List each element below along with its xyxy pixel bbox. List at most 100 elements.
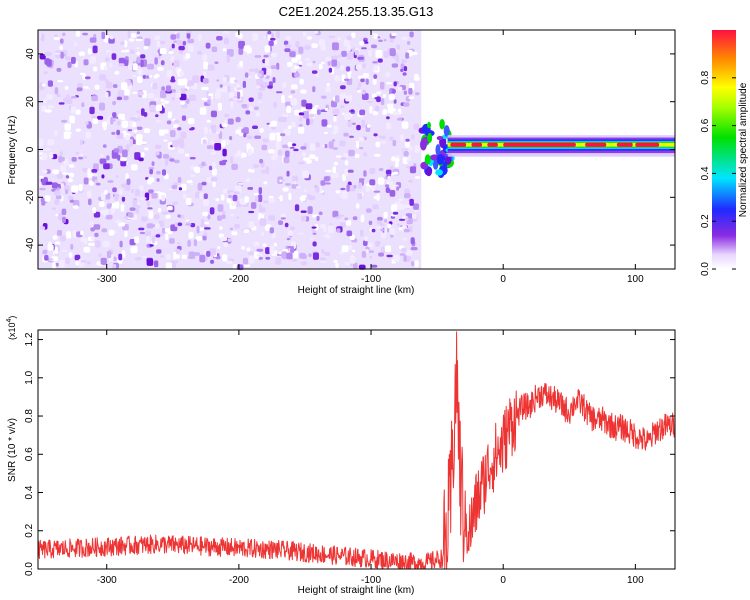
noise-speck <box>42 83 46 87</box>
noise-speck <box>41 202 46 206</box>
noise-speck <box>340 64 345 71</box>
noise-speck <box>414 73 419 80</box>
noise-speck <box>177 214 181 218</box>
x-tick-label: -100 <box>361 274 381 285</box>
noise-speck <box>309 143 316 151</box>
noise-speck <box>283 128 291 136</box>
noise-speck <box>371 228 376 233</box>
noise-speck <box>332 42 339 51</box>
noise-speck <box>343 132 349 137</box>
noise-speck <box>155 151 160 156</box>
noise-speck <box>201 181 207 186</box>
noise-speck <box>71 56 76 64</box>
noise-speck <box>216 79 220 82</box>
noise-speck <box>224 113 230 118</box>
noise-speck <box>208 93 214 97</box>
noise-speck <box>268 40 274 47</box>
noise-speck <box>143 112 148 117</box>
noise-speck <box>316 215 320 221</box>
noise-speck <box>344 168 348 177</box>
noise-speck <box>76 87 83 92</box>
noise-speck <box>269 227 274 234</box>
noise-speck <box>127 30 131 38</box>
noise-speck <box>409 31 414 38</box>
noise-speck <box>163 139 168 142</box>
noise-speck <box>130 164 138 171</box>
noise-speck <box>272 149 280 157</box>
noise-speck <box>373 33 378 40</box>
noise-speck <box>146 223 154 229</box>
noise-speck <box>39 139 43 148</box>
noise-speck <box>44 148 51 151</box>
noise-speck <box>65 257 70 264</box>
noise-speck <box>82 86 89 89</box>
noise-speck <box>361 251 367 258</box>
noise-speck <box>112 84 118 88</box>
noise-speck <box>215 91 221 99</box>
colorbar-tick-label: 0.6 <box>700 118 711 132</box>
noise-speck <box>89 37 97 43</box>
noise-speck <box>231 202 237 206</box>
noise-speck <box>134 152 141 160</box>
noise-speck <box>118 113 125 120</box>
noise-speck <box>130 188 135 194</box>
noise-speck <box>320 61 325 65</box>
noise-speck <box>88 180 94 186</box>
noise-speck <box>155 119 161 123</box>
noise-speck <box>245 110 251 115</box>
noise-speck <box>154 260 159 268</box>
noise-speck <box>233 79 238 83</box>
noise-speck <box>132 91 138 94</box>
noise-speck <box>259 158 263 164</box>
noise-speck <box>380 233 387 239</box>
noise-speck <box>181 115 187 121</box>
noise-speck <box>187 44 194 52</box>
noise-speck <box>366 77 372 80</box>
noise-speck <box>39 54 46 60</box>
noise-speck <box>397 203 405 210</box>
noise-speck <box>255 195 259 203</box>
noise-speck <box>312 86 316 93</box>
noise-speck <box>309 118 314 125</box>
noise-speck <box>92 207 97 214</box>
noise-speck <box>255 111 261 117</box>
noise-speck <box>300 210 307 213</box>
noise-speck <box>173 251 177 260</box>
noise-speck <box>348 244 352 251</box>
noise-speck <box>299 196 306 201</box>
noise-speck <box>254 55 262 58</box>
noise-speck <box>46 94 53 100</box>
noise-speck <box>72 205 79 209</box>
spectrogram-y-axis-label: Frequency (Hz) <box>7 116 18 185</box>
noise-speck <box>224 138 231 145</box>
noise-speck <box>401 247 407 253</box>
y-tick-label: 0 <box>25 146 36 152</box>
noise-speck <box>47 139 54 146</box>
noise-speck <box>222 48 227 52</box>
noise-speck <box>336 228 341 233</box>
noise-speck <box>411 134 415 140</box>
noise-speck <box>409 146 413 151</box>
snr-plot-background <box>38 330 675 569</box>
noise-speck <box>148 167 155 170</box>
noise-speck <box>120 41 125 46</box>
noise-speck <box>388 93 395 101</box>
noise-speck <box>178 50 184 54</box>
noise-speck <box>101 228 108 233</box>
noise-speck <box>237 150 242 155</box>
noise-speck <box>167 111 172 119</box>
noise-speck <box>375 50 383 58</box>
noise-speck <box>154 144 162 149</box>
noise-speck <box>263 181 268 185</box>
noise-speck <box>200 87 206 90</box>
noise-speck <box>136 110 140 114</box>
noise-speck <box>89 106 95 115</box>
noise-speck <box>139 231 146 235</box>
noise-speck <box>192 75 200 84</box>
noise-speck <box>85 131 92 139</box>
noise-speck <box>281 114 289 117</box>
noise-speck <box>84 121 89 125</box>
noise-speck <box>52 169 60 175</box>
signal-blob <box>420 138 427 151</box>
signal-blob <box>436 154 445 165</box>
